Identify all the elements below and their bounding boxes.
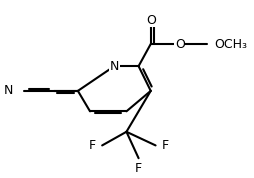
- Text: O: O: [175, 38, 185, 51]
- Text: OCH₃: OCH₃: [214, 38, 247, 51]
- Text: N: N: [4, 84, 13, 97]
- Text: F: F: [162, 139, 169, 152]
- Text: F: F: [89, 139, 96, 152]
- Text: N: N: [110, 60, 119, 73]
- Text: F: F: [135, 162, 142, 175]
- Text: O: O: [146, 14, 156, 27]
